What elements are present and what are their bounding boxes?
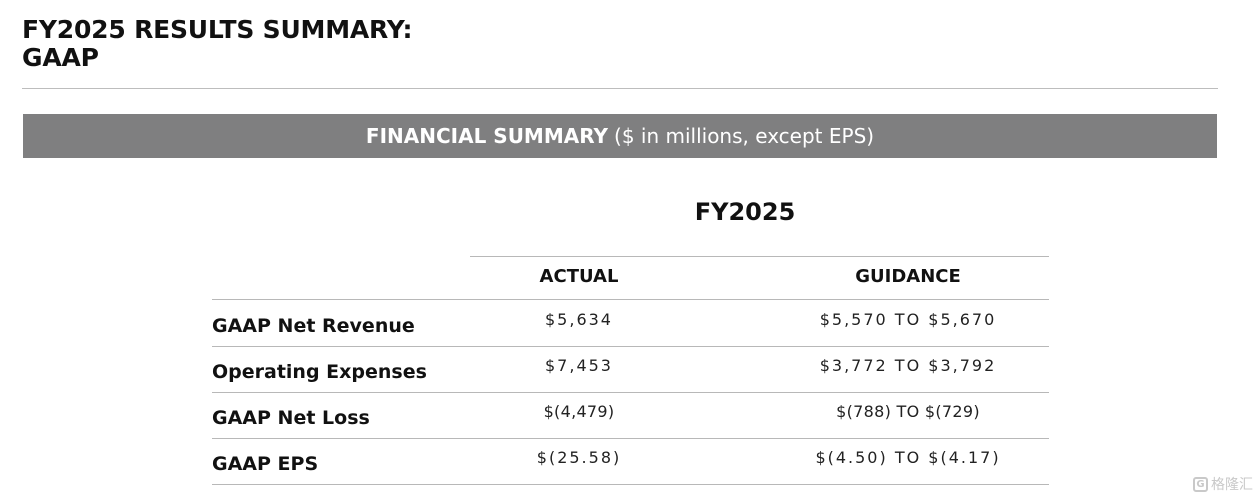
actual-value: $7,453 [545,356,613,375]
guidance-value: $(788) TO $(729) [836,402,980,421]
period-heading: FY2025 [694,198,796,226]
guidance-value: $5,570 TO $5,670 [819,310,997,329]
actual-value: $(25.58) [536,448,622,467]
row-label: GAAP Net Revenue [212,315,415,337]
table-row-operating-expenses: Operating Expenses $7,453 $3,772 TO $3,7… [212,347,1049,393]
row-label: Operating Expenses [212,361,427,383]
column-header-guidance: GUIDANCE [855,266,961,287]
period-divider [470,256,1049,257]
banner-subheading: ($ in millions, except EPS) [614,124,875,148]
watermark-logo-icon: G [1193,476,1208,492]
column-header-actual: ACTUAL [539,266,619,287]
guidance-value: $3,772 TO $3,792 [819,356,997,375]
table-row-net-revenue: GAAP Net Revenue $5,634 $5,570 TO $5,670 [212,301,1049,347]
table-row-net-loss: GAAP Net Loss $(4,479) $(788) TO $(729) [212,393,1049,439]
guidance-value: $(4.50) TO $(4.17) [815,448,1001,467]
banner-heading: FINANCIAL SUMMARY [365,124,609,148]
row-label: GAAP Net Loss [212,407,370,429]
actual-value: $5,634 [545,310,613,329]
title-divider [22,88,1218,89]
page-title-line-1: FY2025 RESULTS SUMMARY: [22,15,413,44]
financial-summary-banner: FINANCIAL SUMMARY ($ in millions, except… [23,114,1217,158]
watermark: G 格隆汇 [1193,474,1253,494]
header-divider [212,299,1049,300]
table-row-eps: GAAP EPS $(25.58) $(4.50) TO $(4.17) [212,439,1049,485]
actual-value: $(4,479) [543,402,615,421]
row-label: GAAP EPS [212,453,319,475]
page-title-line-2: GAAP [22,43,99,72]
watermark-text: 格隆汇 [1211,477,1253,493]
page-title: FY2025 RESULTS SUMMARY: GAAP [22,16,582,72]
